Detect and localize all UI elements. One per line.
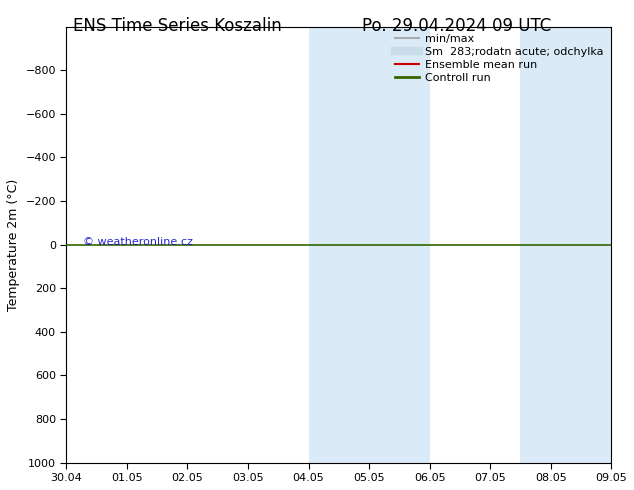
Legend: min/max, Sm  283;rodatn acute; odchylka, Ensemble mean run, Controll run: min/max, Sm 283;rodatn acute; odchylka, … xyxy=(392,32,605,85)
Bar xyxy=(581,26,634,463)
Y-axis label: Temperature 2m (°C): Temperature 2m (°C) xyxy=(7,178,20,311)
Bar xyxy=(521,26,581,463)
Text: © weatheronline.cz: © weatheronline.cz xyxy=(83,238,193,247)
Text: ENS Time Series Koszalin: ENS Time Series Koszalin xyxy=(73,17,282,35)
Bar xyxy=(369,26,430,463)
Bar xyxy=(309,26,369,463)
Text: Po. 29.04.2024 09 UTC: Po. 29.04.2024 09 UTC xyxy=(362,17,551,35)
